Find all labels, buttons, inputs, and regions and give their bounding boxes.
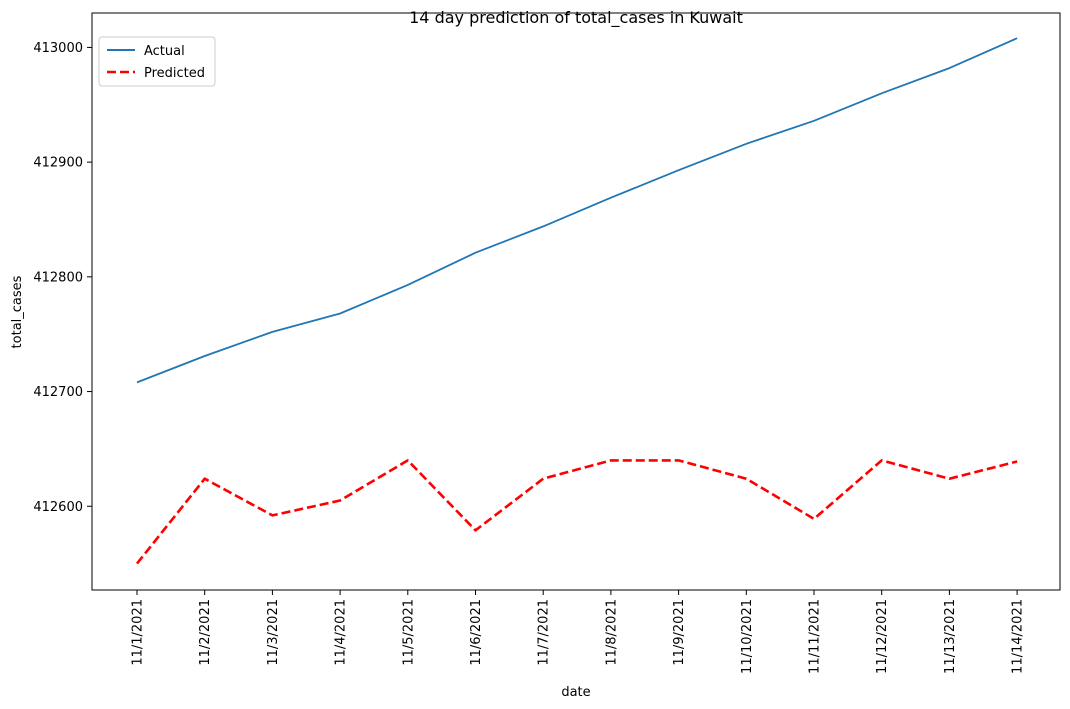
x-tick-label: 11/7/2021: [537, 599, 552, 666]
data-point-predicted: [1016, 461, 1018, 463]
data-point-predicted: [881, 459, 883, 461]
series-layer: [135, 37, 1018, 565]
x-tick-label: 11/3/2021: [266, 599, 281, 666]
data-point-predicted: [204, 478, 206, 480]
data-point-actual: [745, 143, 747, 145]
x-tick-label: 11/9/2021: [672, 599, 687, 666]
data-point-actual: [204, 355, 206, 357]
data-point-predicted: [678, 459, 680, 461]
y-tick-label: 413000: [33, 41, 83, 56]
data-point-predicted: [475, 529, 477, 531]
x-tick-label: 11/4/2021: [334, 599, 349, 666]
y-tick-label: 412600: [33, 500, 83, 515]
data-point-predicted: [136, 563, 138, 565]
data-point-actual: [813, 120, 815, 122]
data-point-actual: [1016, 37, 1018, 39]
data-point-predicted: [949, 478, 951, 480]
x-tick-label: 11/1/2021: [131, 599, 146, 666]
x-tick-label: 11/8/2021: [604, 599, 619, 666]
x-tick-label: 11/6/2021: [469, 599, 484, 666]
x-tick-label: 11/2/2021: [198, 599, 213, 666]
y-tick-label: 412800: [33, 270, 83, 285]
data-point-actual: [881, 92, 883, 94]
x-axis-label: date: [561, 685, 590, 700]
data-point-predicted: [542, 478, 544, 480]
data-point-predicted: [745, 478, 747, 480]
plot-area: [91, 12, 1061, 591]
chart-title: 14 day prediction of total_cases in Kuwa…: [409, 8, 743, 28]
x-tick-label: 11/10/2021: [740, 599, 755, 674]
x-axis: 11/1/2021 11/2/2021 11/3/2021 11/4/2021 11/5…: [131, 590, 1026, 674]
data-point-predicted: [339, 500, 341, 502]
data-point-actual: [610, 197, 612, 199]
y-axis: 412600 412700 412800 412900 413000: [33, 41, 92, 515]
legend: Actual Predicted: [98, 36, 216, 87]
data-point-actual: [272, 331, 274, 333]
x-tick-label: 11/14/2021: [1011, 599, 1026, 674]
legend-label-actual: Actual: [144, 44, 185, 59]
y-tick-label: 412700: [33, 385, 83, 400]
y-axis-label: total_cases: [10, 275, 25, 348]
series-line-predicted: [135, 459, 1018, 565]
x-tick-label: 11/12/2021: [875, 599, 890, 674]
data-point-predicted: [610, 459, 612, 461]
data-point-actual: [949, 67, 951, 69]
legend-label-predicted: Predicted: [144, 66, 205, 81]
x-tick-label: 11/11/2021: [808, 599, 823, 674]
x-tick-label: 11/5/2021: [401, 599, 416, 666]
data-point-actual: [407, 284, 409, 286]
data-point-actual: [475, 252, 477, 254]
data-point-actual: [542, 225, 544, 227]
data-point-actual: [136, 381, 138, 383]
data-point-actual: [339, 313, 341, 315]
data-point-predicted: [272, 515, 274, 517]
series-line-actual: [136, 37, 1018, 384]
y-tick-label: 412900: [33, 156, 83, 171]
data-point-predicted: [407, 459, 409, 461]
data-point-predicted: [813, 518, 815, 520]
x-tick-label: 11/13/2021: [943, 599, 958, 674]
data-point-actual: [678, 169, 680, 171]
